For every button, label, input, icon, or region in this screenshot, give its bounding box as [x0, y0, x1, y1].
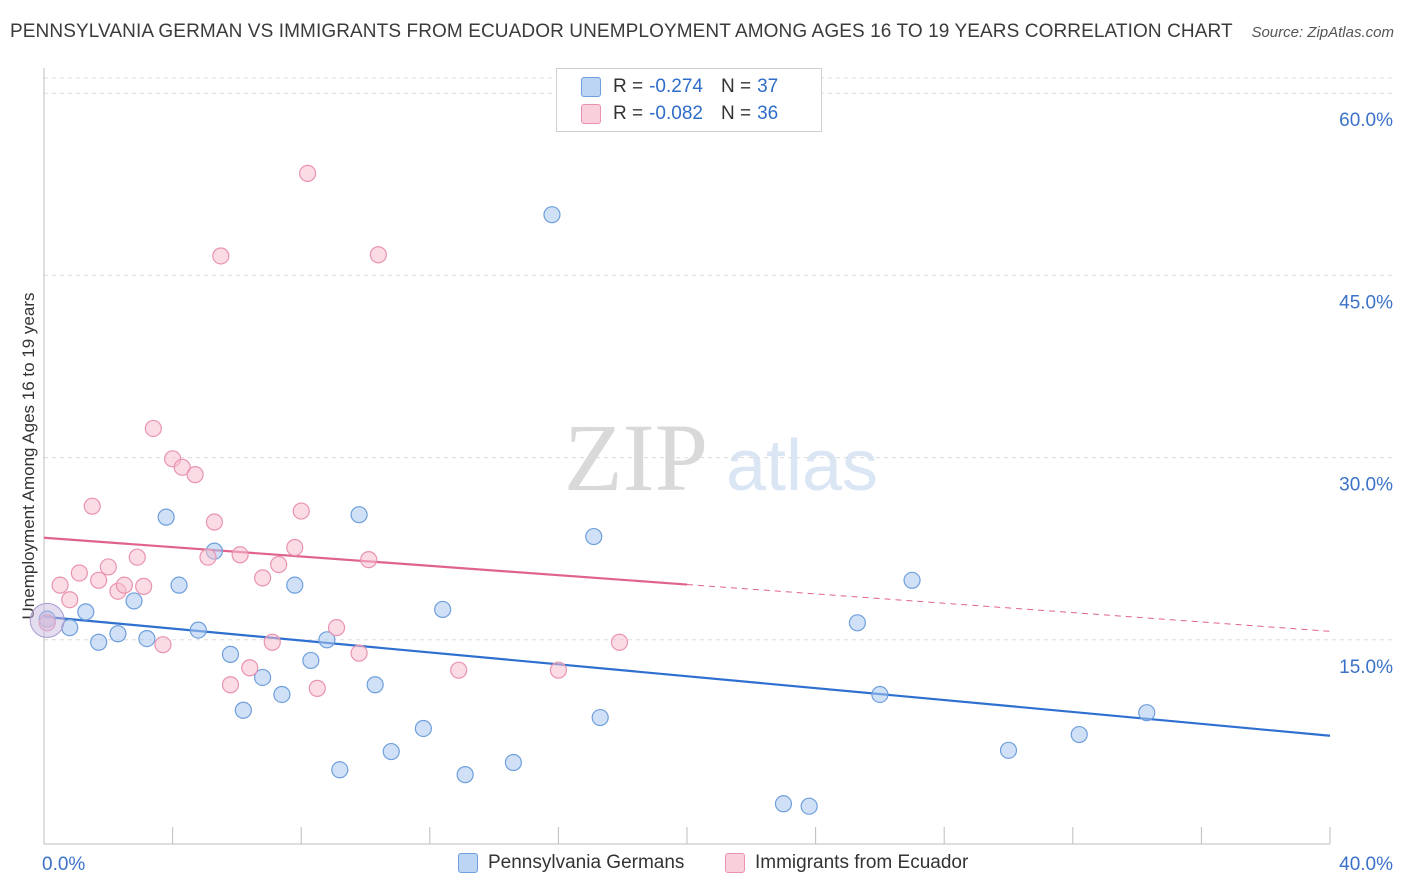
legend-item-pennsylvania-germans[interactable]: Pennsylvania Germans — [458, 852, 684, 874]
blue-swatch — [581, 77, 601, 97]
point-immigrants-from-ecuador — [144, 419, 162, 438]
point-immigrants-from-ecuador — [70, 564, 88, 582]
r-value: -0.082 — [649, 103, 703, 124]
point-pennsylvania-germans — [286, 576, 304, 594]
point-immigrants-from-ecuador — [231, 546, 249, 564]
point-pennsylvania-germans — [543, 206, 561, 224]
point-pennsylvania-germans — [221, 645, 240, 663]
point-pennsylvania-germans — [456, 766, 474, 784]
x-tick-label: 40.0% — [1339, 854, 1393, 875]
r-label: R = — [613, 76, 644, 97]
point-immigrants-from-ecuador — [199, 548, 217, 566]
point-immigrants-from-ecuador — [205, 513, 223, 531]
n-value: 37 — [757, 76, 779, 97]
point-pennsylvania-germans — [77, 603, 95, 621]
x-tick-label: 0.0% — [42, 854, 85, 875]
point-immigrants-from-ecuador — [610, 633, 629, 651]
point-pennsylvania-germans — [414, 719, 432, 738]
point-immigrants-from-ecuador — [83, 497, 101, 515]
point-pennsylvania-germans — [774, 795, 793, 813]
point-pennsylvania-germans — [585, 527, 603, 546]
point-immigrants-from-ecuador — [292, 502, 310, 520]
point-immigrants-from-ecuador — [369, 246, 387, 264]
point-immigrants-from-ecuador — [299, 164, 317, 182]
point-immigrants-from-ecuador — [286, 538, 304, 557]
point-immigrants-from-ecuador — [263, 633, 281, 651]
point-pennsylvania-germans — [254, 668, 272, 687]
point-pennsylvania-germans — [331, 761, 349, 779]
n-value: 36 — [757, 103, 779, 124]
trendline-immigrants-from-ecuador-extension — [686, 584, 1331, 632]
trendline-pennsylvania-germans — [43, 615, 1331, 737]
point-pennsylvania-germans — [903, 571, 921, 589]
point-pennsylvania-germans — [273, 685, 291, 704]
point-immigrants-from-ecuador — [270, 555, 288, 574]
y-tick-label: 15.0% — [1339, 657, 1393, 678]
point-pennsylvania-germans — [366, 676, 384, 694]
n-label: N = — [720, 76, 752, 97]
point-immigrants-from-ecuador — [350, 644, 368, 662]
pink-swatch — [725, 853, 745, 873]
point-pennsylvania-germans — [90, 633, 108, 651]
point-pennsylvania-germans — [871, 685, 889, 704]
point-immigrants-from-ecuador — [51, 576, 69, 594]
point-immigrants-from-ecuador — [212, 247, 230, 265]
point-overlap-cluster — [29, 602, 65, 638]
legend-label: Immigrants from Ecuador — [755, 852, 969, 873]
point-pennsylvania-germans — [189, 621, 207, 639]
legend-item-immigrants-from-ecuador[interactable]: Immigrants from Ecuador — [725, 852, 968, 874]
point-pennsylvania-germans — [591, 708, 609, 727]
y-tick-label: 45.0% — [1339, 292, 1393, 313]
point-immigrants-from-ecuador — [221, 676, 240, 694]
stats-legend-row-immigrants-from-ecuador: R = -0.082 N = 36 — [581, 102, 778, 126]
point-pennsylvania-germans — [1070, 725, 1088, 744]
point-pennsylvania-germans — [504, 753, 522, 772]
point-pennsylvania-germans — [350, 506, 368, 524]
point-immigrants-from-ecuador — [241, 659, 259, 677]
point-immigrants-from-ecuador — [115, 576, 133, 594]
point-immigrants-from-ecuador — [99, 558, 117, 576]
point-pennsylvania-germans — [1138, 704, 1156, 722]
point-pennsylvania-germans — [157, 508, 175, 526]
point-immigrants-from-ecuador — [154, 636, 172, 654]
chart-title: PENNSYLVANIA GERMAN VS IMMIGRANTS FROM E… — [10, 21, 1233, 42]
point-immigrants-from-ecuador — [90, 571, 108, 589]
point-pennsylvania-germans — [382, 742, 400, 761]
point-immigrants-from-ecuador — [327, 619, 346, 637]
point-pennsylvania-germans — [170, 576, 188, 594]
stats-legend-row-pennsylvania-germans: R = -0.274 N = 37 — [581, 75, 778, 99]
point-immigrants-from-ecuador — [135, 577, 153, 595]
point-immigrants-from-ecuador — [308, 679, 326, 697]
point-pennsylvania-germans — [800, 797, 818, 815]
y-tick-label: 60.0% — [1339, 110, 1393, 131]
point-pennsylvania-germans — [234, 701, 252, 719]
point-pennsylvania-germans — [138, 629, 156, 648]
point-pennsylvania-germans — [302, 651, 320, 670]
point-immigrants-from-ecuador — [128, 548, 146, 566]
point-immigrants-from-ecuador — [173, 458, 191, 476]
point-pennsylvania-germans — [848, 614, 866, 632]
point-immigrants-from-ecuador — [360, 551, 378, 569]
point-pennsylvania-germans — [318, 631, 336, 649]
y-tick-label: 30.0% — [1339, 475, 1393, 496]
watermark-atlas: atlas — [726, 426, 878, 506]
point-immigrants-from-ecuador — [254, 569, 272, 587]
blue-swatch — [458, 853, 478, 873]
stats-legend: R = -0.274 N = 37 R = -0.082 N = 36 — [556, 68, 822, 132]
pink-swatch — [581, 104, 601, 124]
point-pennsylvania-germans — [434, 600, 452, 619]
point-pennsylvania-germans — [109, 625, 127, 643]
n-label: N = — [720, 103, 752, 124]
point-pennsylvania-germans — [999, 741, 1018, 759]
point-immigrants-from-ecuador — [186, 466, 204, 484]
source-label: Source: ZipAtlas.com — [1251, 24, 1394, 41]
r-value: -0.274 — [649, 76, 703, 97]
point-immigrants-from-ecuador — [549, 661, 568, 679]
r-label: R = — [613, 103, 644, 124]
point-immigrants-from-ecuador — [450, 661, 468, 679]
point-pennsylvania-germans — [125, 592, 143, 610]
point-immigrants-from-ecuador — [61, 591, 79, 609]
legend-label: Pennsylvania Germans — [488, 852, 685, 873]
